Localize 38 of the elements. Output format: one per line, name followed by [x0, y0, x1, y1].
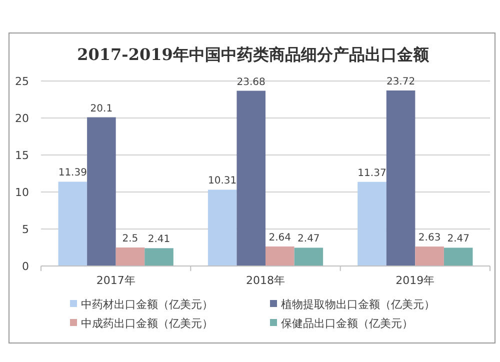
- bar: [236, 90, 266, 266]
- chart-title: 2017-2019年中国中药类商品细分产品出口金额: [77, 45, 430, 64]
- x-tick-label: 2019年: [396, 274, 435, 287]
- bar: [144, 248, 174, 266]
- y-tick-label: 0: [22, 260, 29, 273]
- data-label: 2.47: [447, 234, 470, 245]
- bar: [444, 248, 473, 266]
- y-tick-label: 25: [15, 74, 29, 88]
- bar: [58, 182, 88, 266]
- y-tick-label: 5: [22, 222, 29, 236]
- bar: [415, 246, 444, 266]
- data-label: 11.37: [358, 168, 386, 179]
- data-label: 20.1: [90, 103, 113, 114]
- bar: [294, 248, 324, 266]
- data-label: 2.47: [298, 234, 320, 245]
- data-label: 2.63: [418, 232, 441, 244]
- x-tick-label: 2018年: [246, 274, 285, 287]
- data-label: 2.41: [148, 234, 170, 246]
- data-label: 2.5: [122, 234, 138, 244]
- bar: [208, 190, 237, 266]
- bar: [386, 90, 416, 266]
- bar: [266, 246, 294, 266]
- bar: [87, 117, 116, 266]
- y-tick-label: 20: [15, 112, 29, 125]
- data-label: 10.31: [208, 176, 237, 187]
- data-label: 11.39: [58, 168, 87, 179]
- y-tick-label: 10: [15, 186, 29, 199]
- data-label: 2.64: [268, 232, 292, 244]
- bar: [358, 182, 386, 266]
- bar: [116, 248, 145, 266]
- x-tick-label: 2017年: [96, 274, 136, 287]
- legend-label: 植物提取物出口金额（亿美元）: [281, 298, 435, 311]
- legend-label: 中成药出口金额（亿美元）: [81, 316, 213, 330]
- data-label: 23.68: [236, 76, 266, 88]
- legend-label: 中药材出口金额（亿美元）: [81, 298, 213, 311]
- legend-label: 保健品出口金额（亿美元）: [281, 316, 413, 330]
- y-tick-label: 15: [15, 148, 29, 162]
- data-label: 23.72: [386, 76, 416, 88]
